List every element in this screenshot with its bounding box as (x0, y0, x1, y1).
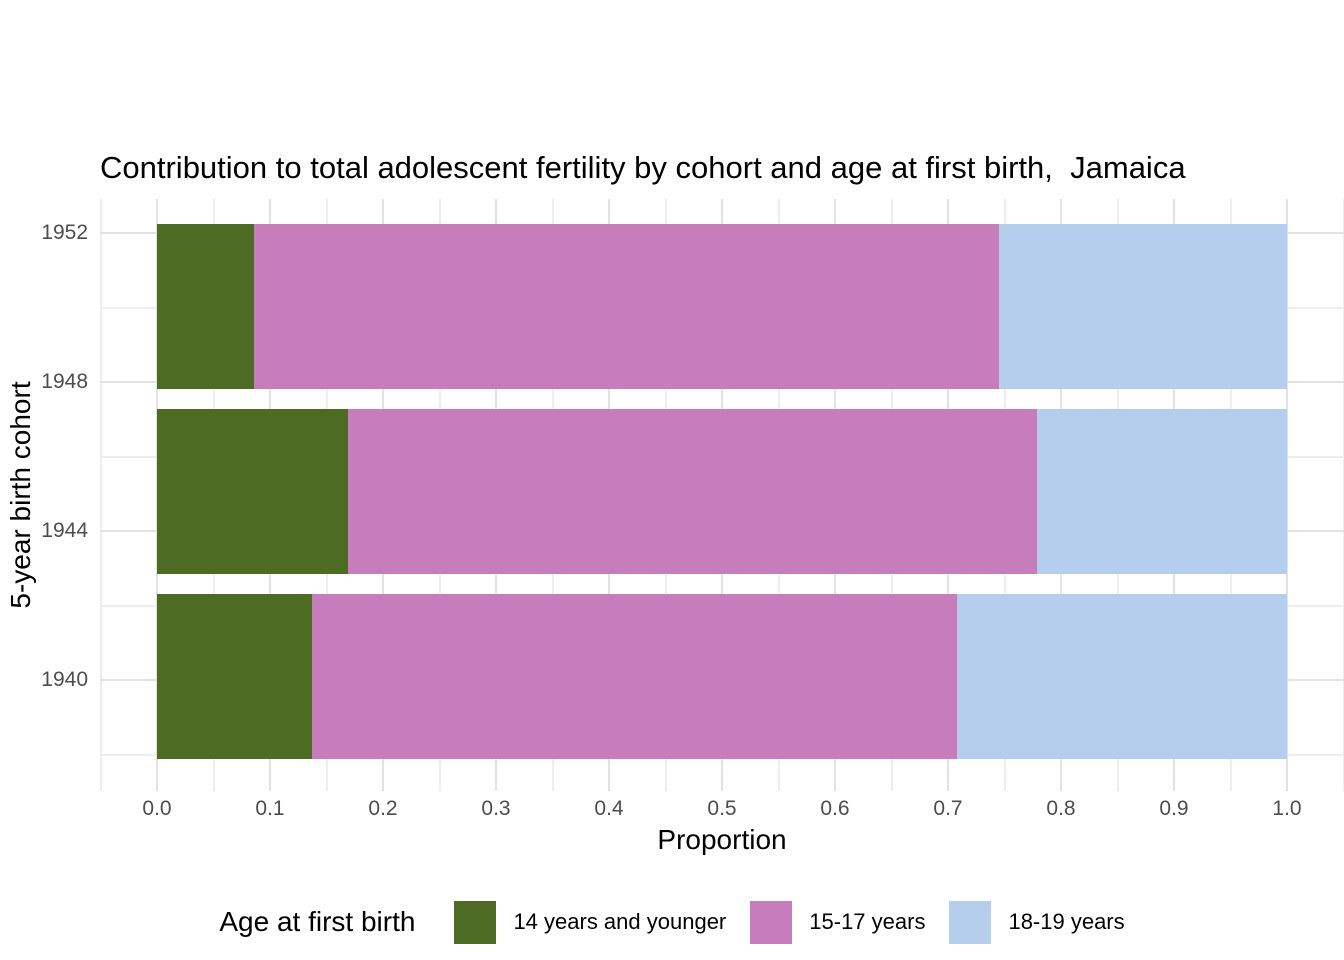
legend: Age at first birth 14 years and younger 1… (0, 897, 1344, 947)
legend-items: 14 years and younger 15-17 years 18-19 yea… (430, 900, 1125, 944)
x-tick-label: 0.9 (1159, 797, 1189, 820)
x-tick-label: 0.8 (1046, 797, 1076, 820)
legend-item: 14 years and younger (454, 900, 727, 944)
x-tick-label: 0.4 (594, 797, 624, 820)
gridline-x-major (1286, 199, 1288, 791)
x-axis-title: Proportion (657, 824, 787, 855)
y-axis-title: 5-year birth cohort (5, 381, 36, 609)
legend-swatch (454, 900, 497, 944)
bar-segment (311, 594, 958, 759)
plot-title: Contribution to total adolescent fertili… (100, 150, 1186, 185)
legend-item: 15-17 years (750, 900, 926, 944)
legend-item: 18-19 years (949, 900, 1125, 944)
y-tick-label: 1948 (41, 370, 88, 393)
bar-segment (157, 594, 312, 759)
x-tick-label: 1.0 (1272, 797, 1302, 820)
y-tick-label: 1952 (41, 221, 88, 244)
x-tick-label: 0.0 (142, 797, 172, 820)
legend-swatch (949, 900, 992, 944)
x-tick-label: 0.6 (820, 797, 850, 820)
bar-segment (1037, 409, 1287, 574)
x-tick-label: 0.2 (368, 797, 398, 820)
bar-segment (347, 409, 1038, 574)
bar-segment (157, 409, 348, 574)
x-tick-label: 0.3 (481, 797, 511, 820)
gridline-x-minor (1342, 199, 1344, 791)
bar-segment (157, 224, 255, 389)
legend-title: Age at first birth (219, 906, 416, 937)
bar-segment (254, 224, 999, 389)
bar-segment (998, 224, 1287, 389)
legend-item-label: 14 years and younger (513, 909, 727, 934)
x-tick-label: 0.1 (255, 797, 285, 820)
y-tick-label: 1940 (41, 668, 88, 691)
y-tick-label: 1944 (41, 519, 88, 542)
x-tick-label: 0.5 (707, 797, 737, 820)
x-tick-label: 0.7 (933, 797, 963, 820)
legend-swatch (750, 900, 793, 944)
bar-segment (957, 594, 1287, 759)
legend-item-label: 15-17 years (809, 909, 926, 934)
legend-item-label: 18-19 years (1008, 909, 1125, 934)
gridline-x-minor (99, 199, 102, 791)
